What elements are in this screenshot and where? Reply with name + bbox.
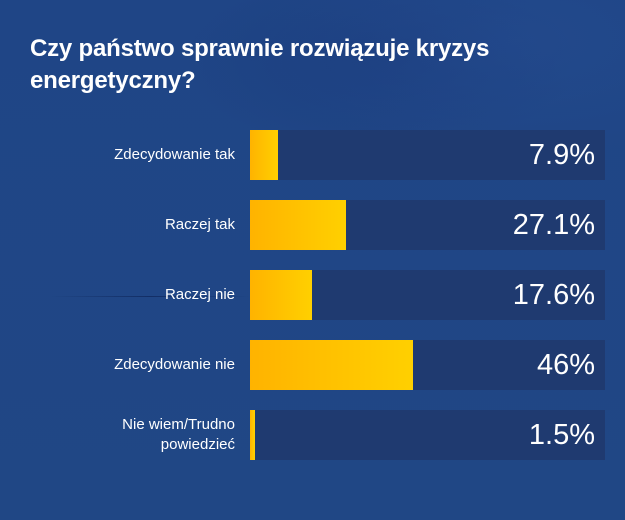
bar-track: 7.9% xyxy=(250,130,605,180)
bar-row: Raczej nie 17.6% xyxy=(0,270,625,320)
bar-fill xyxy=(250,410,256,460)
bar-row: Zdecydowanie nie 46% xyxy=(0,340,625,390)
bar-value: 7.9% xyxy=(528,139,595,171)
bar-fill xyxy=(250,130,279,180)
bar-fill xyxy=(250,200,347,250)
chart-title: Czy państwo sprawnie rozwiązuje kryzys e… xyxy=(30,35,490,94)
bar-fill xyxy=(250,340,414,390)
bar-row: Nie wiem/Trudno powiedzieć 1.5% xyxy=(0,410,625,460)
bar-label: Raczej tak xyxy=(164,216,235,233)
bar-label: Nie wiem/Trudno powiedzieć xyxy=(122,416,235,453)
bar-fill xyxy=(250,270,313,320)
bar-value: 46% xyxy=(536,349,595,381)
bar-value: 17.6% xyxy=(512,279,595,311)
bar-track: 46% xyxy=(250,340,605,390)
bar-label: Raczej nie xyxy=(164,286,235,303)
bar-track: 27.1% xyxy=(250,200,605,250)
bar-label: Zdecydowanie nie xyxy=(114,356,235,373)
bar-value: 1.5% xyxy=(528,419,595,451)
bar-track: 1.5% xyxy=(250,410,605,460)
decorative-line xyxy=(50,296,250,297)
bar-row: Raczej tak 27.1% xyxy=(0,200,625,250)
bar-row: Zdecydowanie tak 7.9% xyxy=(0,130,625,180)
bar-value: 27.1% xyxy=(512,209,595,241)
bar-track: 17.6% xyxy=(250,270,605,320)
bar-label: Zdecydowanie tak xyxy=(114,146,235,163)
